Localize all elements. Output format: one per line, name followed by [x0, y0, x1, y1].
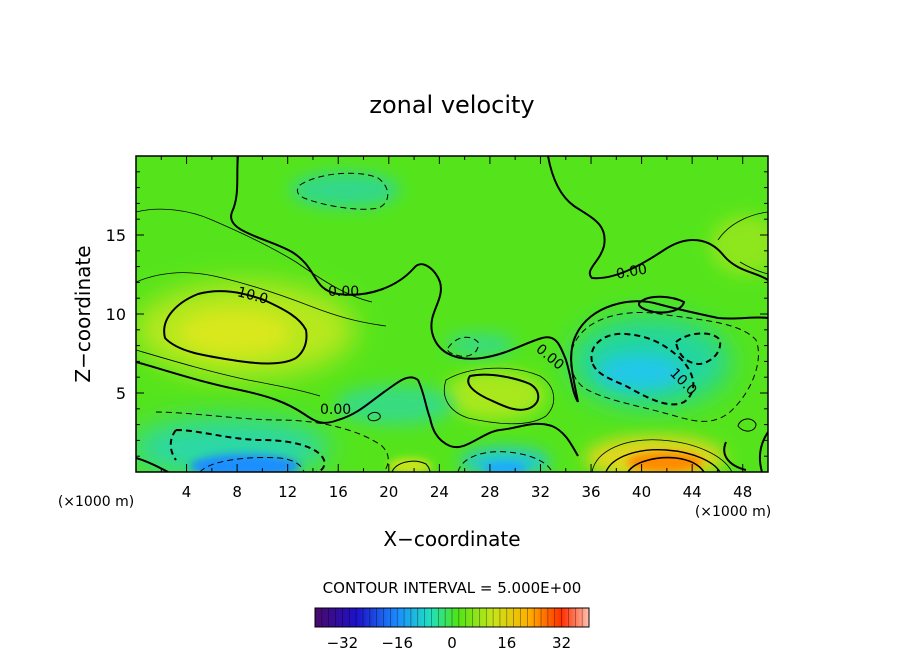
x-axis: 4 8 12 16 20 24 28 32 36 40 44 48 — [160, 156, 752, 501]
x-tick-label: 20 — [379, 483, 398, 501]
contour-pos5-west-b — [136, 349, 321, 397]
contour-pos5-center — [443, 367, 554, 425]
contour-label: 0.00 — [320, 402, 351, 418]
x-tick-label: 28 — [480, 483, 499, 501]
contour-label: 10.0 — [236, 284, 270, 308]
x-tick-label: 12 — [278, 483, 297, 501]
contour-zero-bottom-left — [136, 457, 169, 472]
colorbar-tick-label: 0 — [447, 634, 457, 652]
field-blob-neg-mid — [335, 385, 455, 425]
contour-pos-east-surface — [591, 439, 733, 472]
y-tick-label: 10 — [106, 305, 126, 324]
contour-zero-mid-left — [136, 361, 579, 457]
plot-area: 10.0 0.00 0.00 0.00 0.00 10.0 — [136, 156, 768, 472]
x-tick-label: 32 — [531, 483, 550, 501]
contour-zero-top-right — [547, 156, 768, 281]
contour-pos-east-surface-3 — [627, 456, 705, 472]
x-tick-label: 8 — [232, 483, 242, 501]
contour-lines — [136, 156, 768, 472]
contour-neg10-east — [590, 332, 695, 406]
colorbar-tick-label: −16 — [381, 634, 413, 652]
contour-small-circle-2 — [367, 411, 381, 422]
contour-pos10-west — [163, 290, 308, 365]
contour-neg5-east — [570, 312, 759, 422]
contour-neg5-top — [296, 172, 389, 210]
contour-label: 0.00 — [615, 261, 648, 282]
field-blob-hot-east — [627, 452, 703, 472]
field-blob-neg-top — [290, 172, 400, 208]
field-blob-pos-center — [445, 370, 545, 420]
y-axis: 5 10 15 — [106, 171, 768, 457]
contour-neg10-east-2 — [674, 332, 722, 366]
x-tick-label: 16 — [329, 483, 348, 501]
contour-pos10-center — [467, 373, 540, 411]
contour-neg-center — [457, 451, 553, 472]
x-tick-label: 36 — [581, 483, 600, 501]
contour-pos-east-surface-2 — [605, 449, 721, 472]
x-axis-units-left: (×1000 m) — [58, 494, 134, 510]
contour-zero-east — [723, 431, 768, 472]
colorbar-tick-label: 32 — [552, 634, 571, 652]
x-tick-label: 40 — [632, 483, 651, 501]
contour-neg-small-center — [447, 336, 479, 357]
contour-interval-text: CONTOUR INTERVAL = 5.000E+00 — [323, 579, 582, 597]
x-tick-label: 44 — [683, 483, 702, 501]
y-tick-label: 5 — [116, 384, 126, 403]
contour-neg5-sw — [155, 411, 389, 472]
x-axis-units-right: (×1000 m) — [695, 504, 771, 520]
y-tick-label: 15 — [106, 226, 126, 245]
contour-pos-small-surface — [391, 460, 431, 472]
x-tick-label: 24 — [430, 483, 449, 501]
contour-pos5-right — [717, 211, 768, 275]
contour-label: 0.00 — [328, 284, 359, 300]
colorbar-bands — [321, 608, 583, 627]
contour-small-circle-1 — [737, 418, 757, 432]
field-blob-neg-sw-core — [190, 454, 300, 472]
field-blob-neg-center — [460, 448, 550, 472]
colorbar-tick-label: 16 — [497, 634, 516, 652]
chart-title: zonal velocity — [369, 91, 534, 119]
field-blob-warm-small — [388, 458, 432, 472]
contour-pos10-east-small — [638, 295, 686, 314]
contour-pos5-west — [136, 208, 387, 327]
y-axis-label: Z−coordinate — [71, 245, 95, 382]
field-blob-neg-east-core — [598, 354, 682, 390]
contour-neg10-sw — [169, 429, 326, 472]
field-blob-pos-west-core — [180, 311, 290, 355]
field-blob-neg-center-core — [483, 462, 527, 472]
x-tick-label: 48 — [733, 483, 752, 501]
field-blob-pos-right — [710, 215, 768, 275]
colorbar-ticks: −32 −16 0 16 32 — [327, 634, 572, 652]
contour-neg15-sw — [199, 457, 305, 472]
colorbar-tick-label: −32 — [327, 634, 359, 652]
x-axis-label: X−coordinate — [383, 527, 520, 551]
field-blob-neg-mid2 — [445, 333, 515, 357]
x-tick-label: 4 — [182, 483, 192, 501]
contour-zero-main — [230, 156, 768, 403]
